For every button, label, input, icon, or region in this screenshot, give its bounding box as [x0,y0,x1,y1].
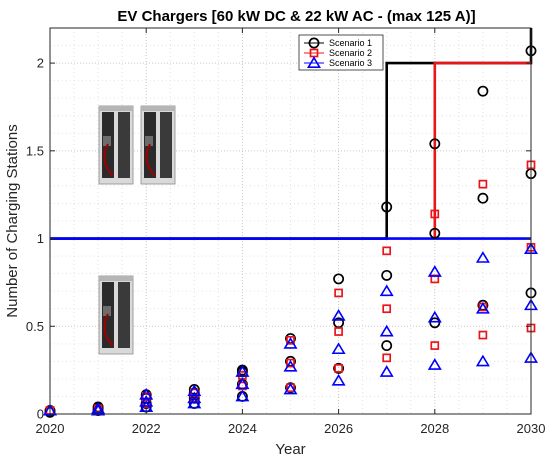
scenario-3-point [187,384,202,397]
x-axis-label: Year [275,441,305,458]
scenario-2-point [478,330,488,340]
scenario-3-point [283,359,298,372]
x-tick-label: 2022 [132,421,161,436]
charger-panel-right [118,112,130,178]
charger-cable [103,313,114,347]
scenario-3-point [475,301,490,314]
charger-cable [103,143,114,177]
scenario-1-point [477,85,489,97]
x-tick-label: 2030 [517,421,546,436]
scenario-1-point [381,340,393,352]
scenario-3-point [283,337,298,349]
scenario-2-point [382,353,392,363]
charger-screen [103,136,111,146]
scenario-3-point [235,377,250,390]
scenario-3-point [235,389,250,402]
scenario-3-point [427,358,442,370]
scenario-3-point [427,265,442,277]
charger-picture-single [98,275,134,355]
ticks: 2020 2022 2024 2026 2028 2030 0 0.5 1 1.5 2 [26,28,546,436]
axes-box [49,27,532,415]
charger-top [141,106,175,111]
scenario-3-point [331,342,346,355]
scenario-3-point [235,365,250,377]
x-tick-label: 2028 [420,421,449,436]
chart-title: EV Chargers [60 kW DC & 22 kW AC - (max … [117,8,475,25]
scenario-3-point [187,396,202,409]
scenario-2-point [286,358,295,368]
scenario-3-point [379,365,394,377]
y-axis-label: Number of Charging Stations [4,124,21,317]
scenario-3-point [187,391,202,404]
charger-top [99,106,133,111]
scenario-3-point [379,284,394,297]
y-tick-label: 0.5 [26,319,44,334]
scenario-2-point [382,304,392,314]
data-markers [42,45,539,418]
scenario-3-point [379,324,394,337]
scenario-3-point [475,354,490,367]
scenario-2-point [382,246,392,256]
scenario-1-point [381,201,393,213]
charger-screen [103,306,111,316]
x-tick-label: 2020 [36,421,65,436]
scenario-3-point [91,403,106,416]
scenario-3-point [42,403,58,416]
scenario-2-point [478,179,488,189]
y-tick-label: 1.5 [26,143,44,158]
y-tick-label: 0 [37,407,44,422]
scenario-3-point [283,382,298,395]
legend-label: Scenario 3 [329,58,372,68]
scenario-1-point [333,273,345,285]
charger-images [98,105,176,355]
scenario-2-point [430,209,440,219]
x-tick-label: 2024 [228,421,257,436]
scenario-2-point [334,327,343,336]
scenario-2-point [334,288,343,298]
charger-top [99,276,133,281]
y-tick-label: 2 [37,56,44,71]
scenario-1-point [333,362,345,374]
legend-label: Scenario 1 [329,38,372,48]
legend-marker [306,56,322,68]
scenario-3-point [91,401,106,414]
scenario-2-point [430,341,440,350]
charger-panel-right [160,112,172,178]
scenario-3-point [475,251,490,263]
charger-panel-right [118,282,130,348]
charger-picture-left [98,105,134,185]
scenario-3-point [331,308,346,321]
x-tick-label: 2026 [324,421,353,436]
charger-picture-right [140,105,176,185]
y-tick-label: 1 [37,231,44,246]
charger-screen [145,136,153,146]
scenario-3-point [427,310,442,323]
scenario-3-point [139,387,154,400]
scenario-3-point [331,373,346,386]
legend-marker [308,37,320,49]
charger-cable [145,143,156,177]
step-line-scenario-2 [433,61,531,239]
scenario-1-point [429,317,441,329]
scenario-2-point [334,364,343,373]
scenario-2-point [286,335,295,345]
scenario-1-point [429,227,441,239]
scenario-1-point [429,138,441,150]
scenario-1-point [381,269,393,281]
scenario-1-point [477,192,489,204]
scenario-3-point [139,394,154,407]
legend-label: Scenario 2 [329,48,372,58]
